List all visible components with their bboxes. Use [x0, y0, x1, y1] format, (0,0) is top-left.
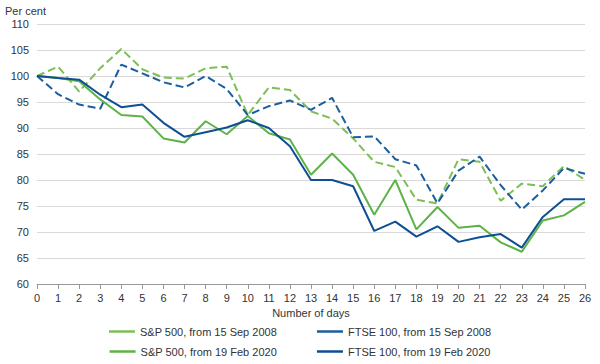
svg-text:21: 21	[473, 292, 485, 304]
svg-text:85: 85	[17, 148, 29, 160]
svg-text:10: 10	[242, 292, 254, 304]
svg-text:19: 19	[431, 292, 443, 304]
svg-text:0: 0	[34, 292, 40, 304]
svg-text:20: 20	[452, 292, 464, 304]
svg-text:Per cent: Per cent	[5, 5, 46, 17]
svg-text:75: 75	[17, 200, 29, 212]
svg-text:4: 4	[118, 292, 124, 304]
svg-text:FTSE 100, from 19 Feb 2020: FTSE 100, from 19 Feb 2020	[348, 346, 490, 358]
svg-text:2: 2	[76, 292, 82, 304]
svg-text:Number of days: Number of days	[272, 307, 350, 319]
svg-text:80: 80	[17, 174, 29, 186]
svg-text:18: 18	[410, 292, 422, 304]
svg-text:FTSE 100, from 15 Sep 2008: FTSE 100, from 15 Sep 2008	[348, 326, 491, 338]
svg-text:95: 95	[17, 96, 29, 108]
svg-text:90: 90	[17, 122, 29, 134]
svg-text:5: 5	[139, 292, 145, 304]
svg-text:25: 25	[558, 292, 570, 304]
svg-text:22: 22	[495, 292, 507, 304]
svg-text:9: 9	[224, 292, 230, 304]
svg-text:110: 110	[11, 18, 29, 30]
svg-text:6: 6	[160, 292, 166, 304]
svg-text:14: 14	[326, 292, 338, 304]
svg-text:S&P 500, from 19 Feb 2020: S&P 500, from 19 Feb 2020	[141, 346, 277, 358]
svg-text:13: 13	[305, 292, 317, 304]
svg-text:S&P 500, from 15 Sep 2008: S&P 500, from 15 Sep 2008	[140, 326, 277, 338]
svg-text:105: 105	[11, 44, 29, 56]
svg-text:11: 11	[263, 292, 274, 304]
svg-text:60: 60	[17, 278, 29, 290]
svg-text:8: 8	[203, 292, 209, 304]
svg-text:16: 16	[368, 292, 380, 304]
svg-text:15: 15	[347, 292, 359, 304]
svg-text:65: 65	[17, 252, 29, 264]
svg-text:1: 1	[55, 292, 61, 304]
svg-text:100: 100	[11, 70, 29, 82]
svg-text:70: 70	[17, 226, 29, 238]
svg-text:23: 23	[516, 292, 528, 304]
svg-text:26: 26	[579, 292, 591, 304]
svg-text:3: 3	[97, 292, 103, 304]
svg-text:17: 17	[389, 292, 401, 304]
svg-text:12: 12	[284, 292, 296, 304]
svg-text:24: 24	[537, 292, 549, 304]
svg-text:7: 7	[181, 292, 187, 304]
